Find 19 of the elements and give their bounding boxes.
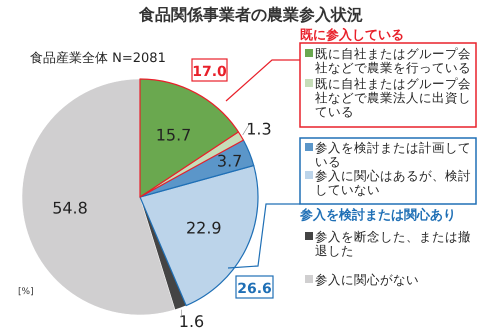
text: 26.6	[237, 281, 272, 297]
chart-title: 食品関係事業者の農業参入状況	[138, 5, 363, 24]
legend-label: 参入に関心はあるが、検討していない	[315, 168, 471, 197]
data-label: 22.9	[186, 218, 222, 238]
legend-label: 参入を検討または計画している	[315, 140, 471, 169]
legend-label: 参入に関心がない	[315, 272, 419, 287]
data-label: 54.8	[52, 198, 88, 218]
data-label: 15.7	[156, 126, 192, 145]
data-label: 3.7	[216, 152, 242, 171]
data-label: 1.3	[246, 120, 272, 139]
data-label: 1.6	[178, 312, 204, 330]
legend-label: 既に自社またはグループ会社などで農業法人に出資している	[315, 76, 471, 119]
legend-label: 参入を断念した、または撤退した	[315, 229, 471, 258]
text: 既に参入している	[300, 27, 404, 43]
text: 17.0	[192, 64, 228, 80]
text: 食品産業全体 N=2081	[30, 50, 166, 66]
text: [%]	[18, 287, 34, 297]
text: 参入を検討または関心あり	[299, 207, 456, 223]
legend-label: 既に自社またはグループ会社などで農業を行っている	[315, 46, 471, 75]
